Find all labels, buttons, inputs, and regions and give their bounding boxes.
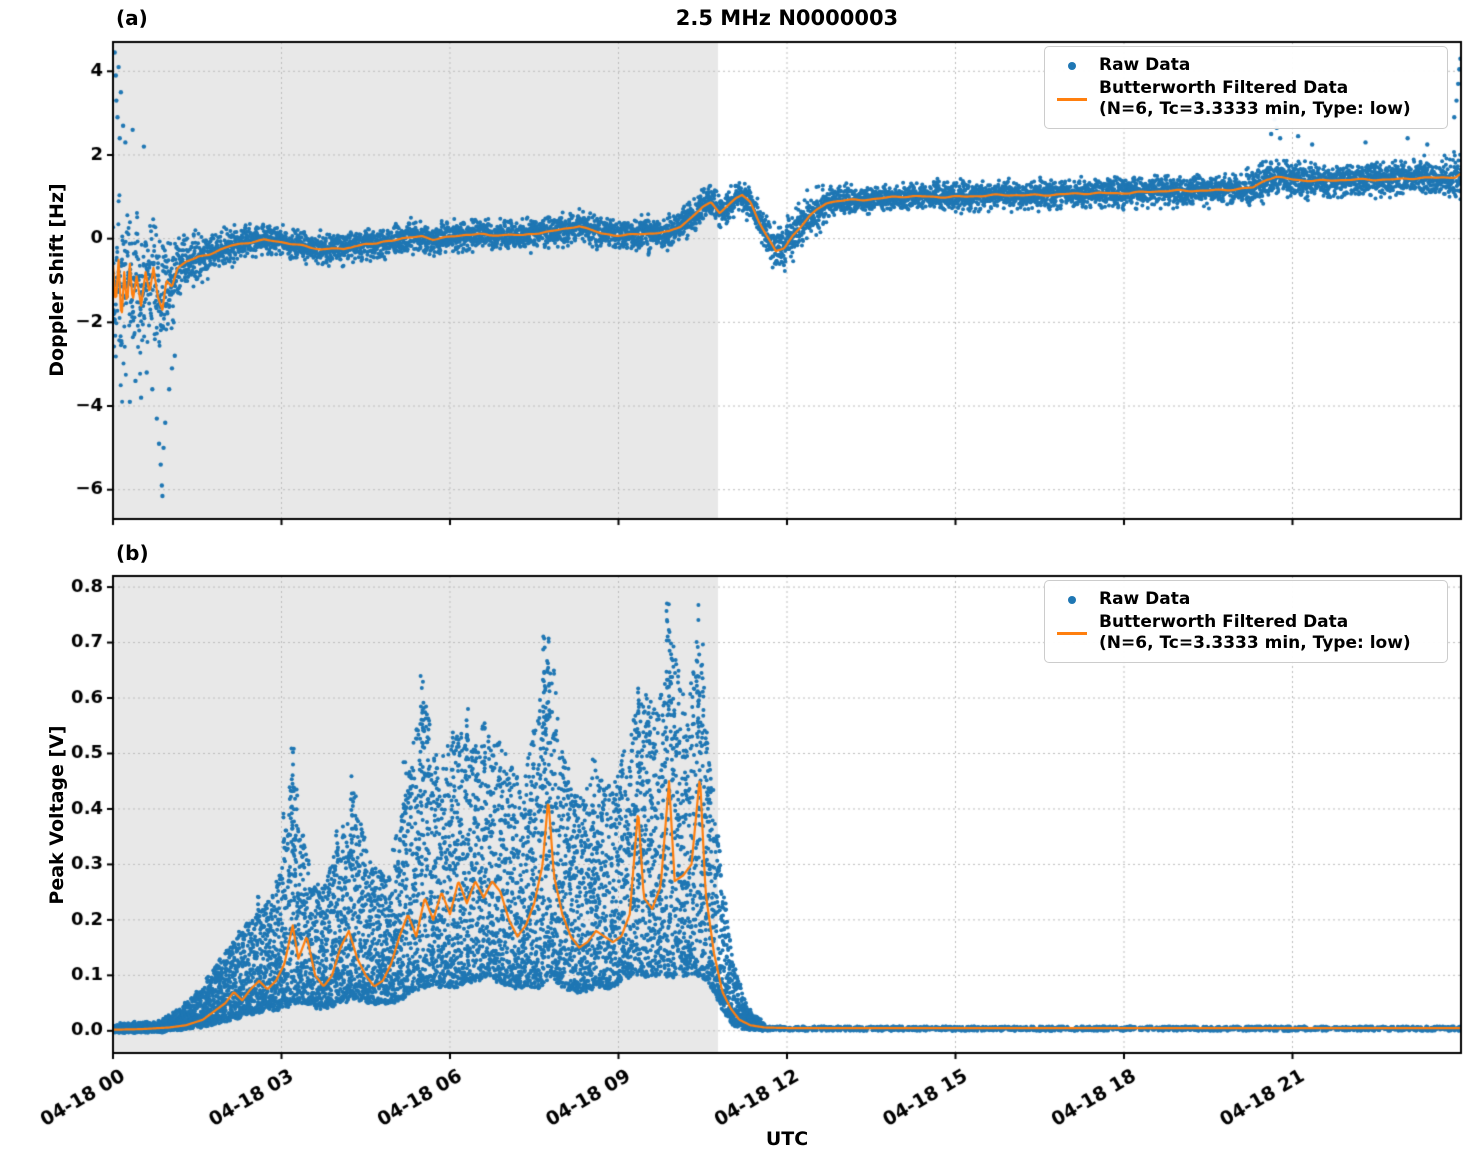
legend-filtered-label: Butterworth Filtered Data (N=6, Tc=3.333… xyxy=(1099,78,1411,120)
legend-row-filtered: Butterworth Filtered Data (N=6, Tc=3.333… xyxy=(1053,78,1437,121)
legend-row-filtered: Butterworth Filtered Data (N=6, Tc=3.333… xyxy=(1053,612,1437,655)
y-axis-label-voltage: Peak Voltage [V] xyxy=(46,725,68,905)
filtered-data-marker-icon xyxy=(1053,97,1091,101)
legend-raw-label: Raw Data xyxy=(1099,589,1191,610)
x-axis-label-utc: UTC xyxy=(765,1128,809,1150)
legend-row-raw: Raw Data xyxy=(1053,54,1437,78)
panel-b-label: (b) xyxy=(116,541,149,565)
legend-filtered-label: Butterworth Filtered Data (N=6, Tc=3.333… xyxy=(1099,612,1411,654)
legend-row-raw: Raw Data xyxy=(1053,588,1437,612)
legend-raw-label: Raw Data xyxy=(1099,55,1191,76)
legend-panel-a: Raw Data Butterworth Filtered Data (N=6,… xyxy=(1044,46,1448,129)
panel-a-label: (a) xyxy=(116,6,148,30)
legend-panel-b: Raw Data Butterworth Filtered Data (N=6,… xyxy=(1044,580,1448,663)
raw-data-marker-icon xyxy=(1053,62,1091,70)
raw-data-marker-icon xyxy=(1053,596,1091,604)
chart-title: 2.5 MHz N0000003 xyxy=(675,6,899,30)
filtered-data-marker-icon xyxy=(1053,631,1091,635)
y-axis-label-doppler: Doppler Shift [Hz] xyxy=(46,183,68,377)
